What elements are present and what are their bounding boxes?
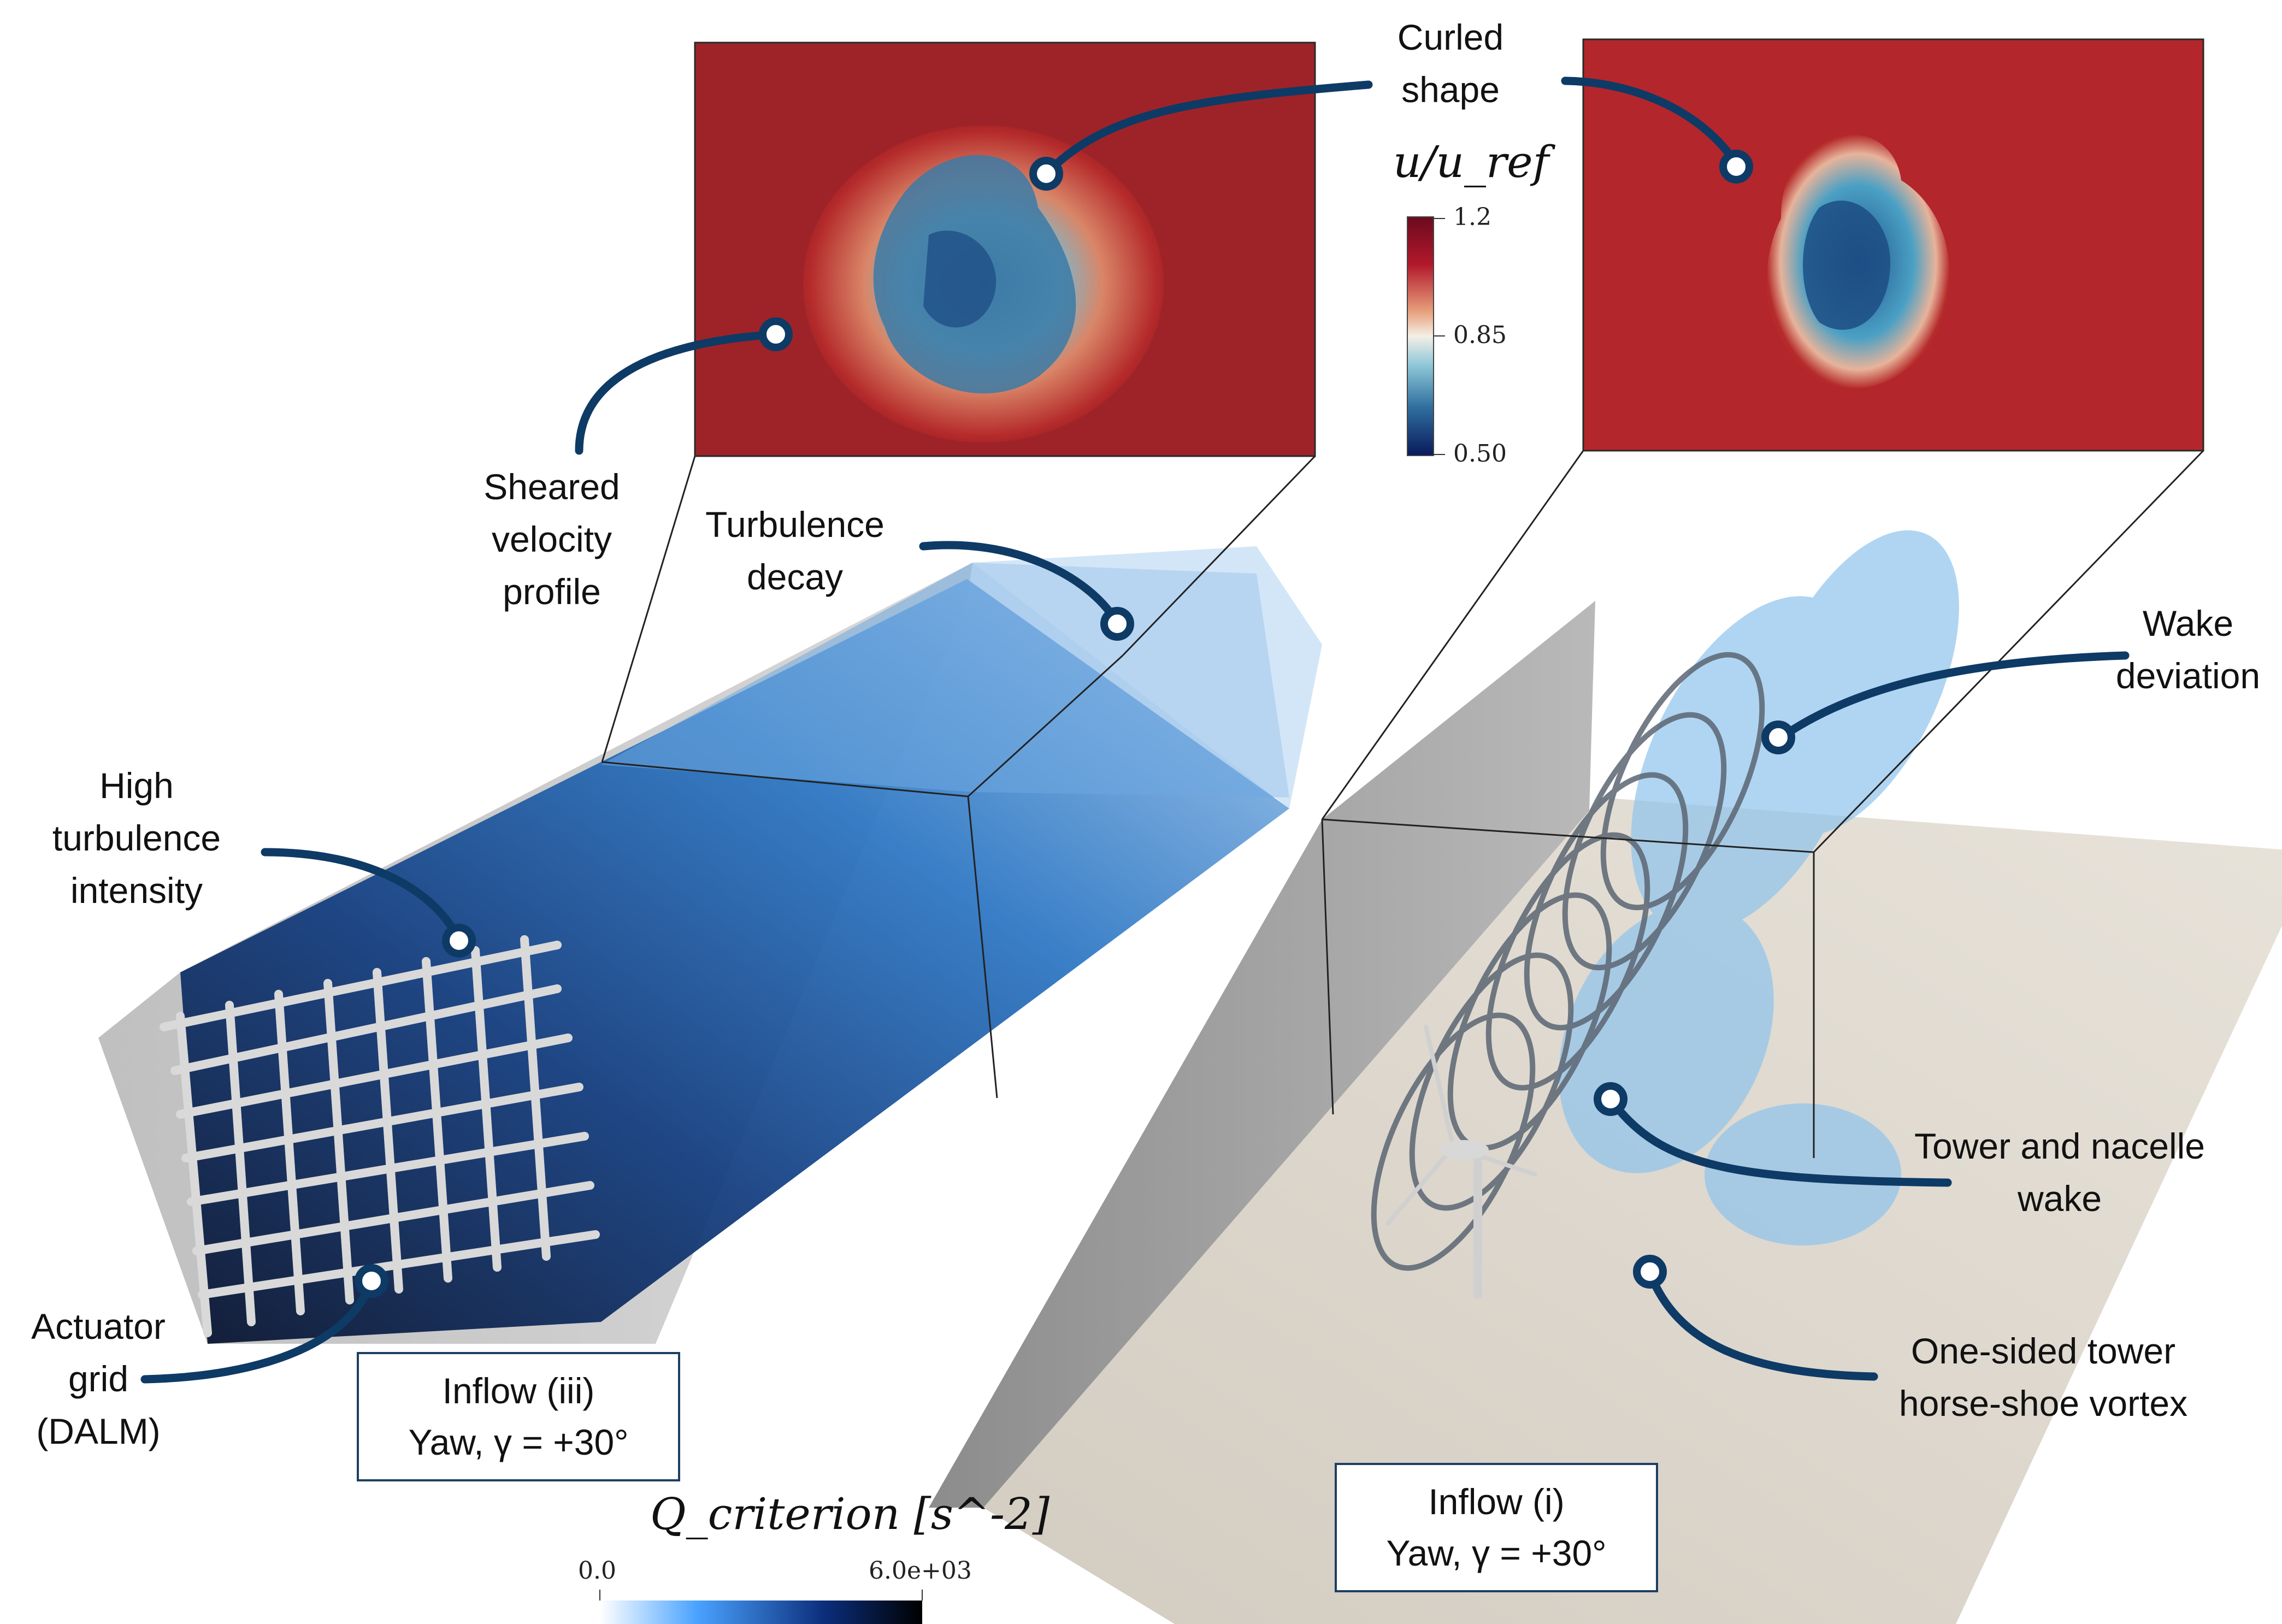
callout-line-sheared <box>575 330 780 455</box>
velocity-tick-top: 1.2 <box>1453 203 1491 231</box>
q-criterion-colorbar <box>599 1590 923 1624</box>
callout-dot-sheared <box>759 317 793 351</box>
callout-line-actuator <box>140 1277 376 1384</box>
callout-dot-tower-wake <box>1594 1082 1628 1116</box>
callout-dots <box>355 150 1795 1298</box>
label-turbulence-decay: Turbulence decay <box>705 504 885 597</box>
wind-turbine <box>1385 1025 1537 1299</box>
q-colorbar-title: Q_criterion [s^-2] <box>650 1489 1050 1539</box>
case-box-right: Inflow (i) Yaw, γ = +30° <box>1335 1463 1658 1592</box>
right-domain-3d <box>929 450 2282 1624</box>
callout-dot-high-turbulence <box>442 924 476 958</box>
callout-dot-turbulence-decay <box>1100 607 1134 641</box>
velocity-slice-left <box>694 42 1316 457</box>
callout-dot-actuator <box>355 1264 388 1298</box>
callout-dot-curled-left <box>1029 157 1063 191</box>
actuator-grid-bars <box>160 935 600 1337</box>
callout-lines <box>140 76 2130 1384</box>
label-tower-nacelle-wake: Tower and nacelle wake <box>1914 1126 2205 1219</box>
label-actuator-grid: Actuator grid (DALM) <box>31 1306 166 1451</box>
callout-line-high-turbulence <box>261 848 463 944</box>
callout-line-curled-left <box>1042 80 1373 178</box>
label-high-turbulence-intensity: High turbulence intensity <box>52 765 221 911</box>
velocity-slice-right <box>1582 38 2204 452</box>
velocity-tick-mid: 0.85 <box>1453 321 1507 349</box>
callout-line-horse-shoe <box>1646 1268 1878 1381</box>
callout-line-curled-right <box>1561 76 1741 168</box>
label-wake-deviation: Wake deviation <box>2115 603 2261 696</box>
label-sheared-velocity-profile: Sheared velocity profile <box>483 466 620 612</box>
label-curled-shape: Curled shape <box>1397 17 1504 110</box>
velocity-colorbar-title: u/u_ref <box>1393 137 1549 187</box>
callout-line-turbulence-decay <box>919 541 1122 627</box>
left-domain-3d <box>98 455 1322 1344</box>
velocity-tick-bottom: 0.50 <box>1453 440 1507 468</box>
callout-dot-curled-right <box>1719 150 1753 184</box>
q-tick-max: 6.0e+03 <box>869 1557 972 1585</box>
callout-line-wake-deviation <box>1777 651 2130 742</box>
q-tick-min: 0.0 <box>578 1557 616 1585</box>
callout-dot-wake-deviation <box>1761 721 1795 754</box>
case-box-left: Inflow (iii) Yaw, γ = +30° <box>357 1352 680 1481</box>
velocity-colorbar <box>1407 216 1445 456</box>
callout-dot-horse-shoe <box>1633 1255 1667 1289</box>
label-horse-shoe-vortex: One-sided tower horse-shoe vortex <box>1898 1331 2188 1424</box>
callout-line-tower-wake <box>1606 1095 1952 1187</box>
